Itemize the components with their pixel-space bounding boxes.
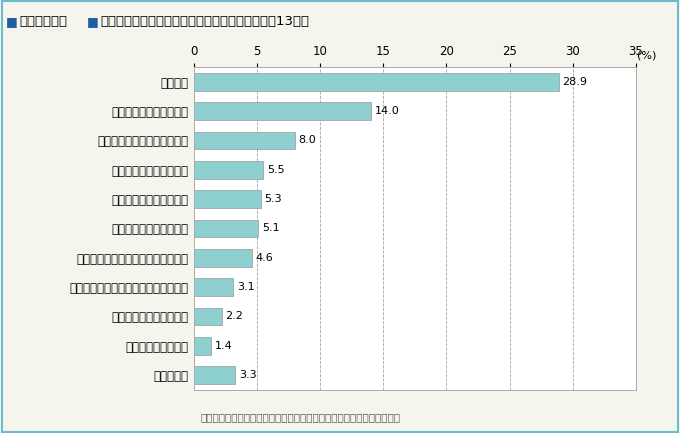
Text: 注）「総数」は，何らかのボランティア活動を行った人の割合である。: 注）「総数」は，何らかのボランティア活動を行った人の割合である。 — [201, 412, 401, 422]
Text: 28.9: 28.9 — [562, 77, 588, 87]
Text: ■: ■ — [87, 15, 99, 28]
Text: 種類別「ボランティア活動」の行動者率（平成13年）: 種類別「ボランティア活動」の行動者率（平成13年） — [101, 15, 309, 28]
Bar — [194, 190, 260, 208]
Text: 2.2: 2.2 — [225, 311, 243, 321]
Text: 5.3: 5.3 — [265, 194, 282, 204]
Text: 5.1: 5.1 — [262, 223, 279, 233]
Bar — [194, 102, 371, 120]
Text: 4.6: 4.6 — [256, 253, 273, 263]
Bar — [194, 220, 258, 237]
Text: (%): (%) — [637, 51, 656, 61]
Text: 3.1: 3.1 — [237, 282, 254, 292]
Text: 図３－２－３: 図３－２－３ — [19, 15, 67, 28]
Text: 1.4: 1.4 — [216, 341, 233, 351]
Text: 5.5: 5.5 — [267, 165, 285, 175]
Bar — [194, 366, 235, 384]
Text: 3.3: 3.3 — [239, 370, 257, 380]
Text: 14.0: 14.0 — [375, 106, 399, 116]
Bar — [194, 161, 263, 178]
Text: 8.0: 8.0 — [299, 136, 316, 145]
Bar — [194, 132, 295, 149]
Bar — [194, 249, 252, 267]
Bar — [194, 278, 233, 296]
Bar — [194, 307, 222, 325]
Bar — [194, 337, 211, 355]
Bar — [194, 73, 559, 90]
Text: ■: ■ — [5, 15, 17, 28]
